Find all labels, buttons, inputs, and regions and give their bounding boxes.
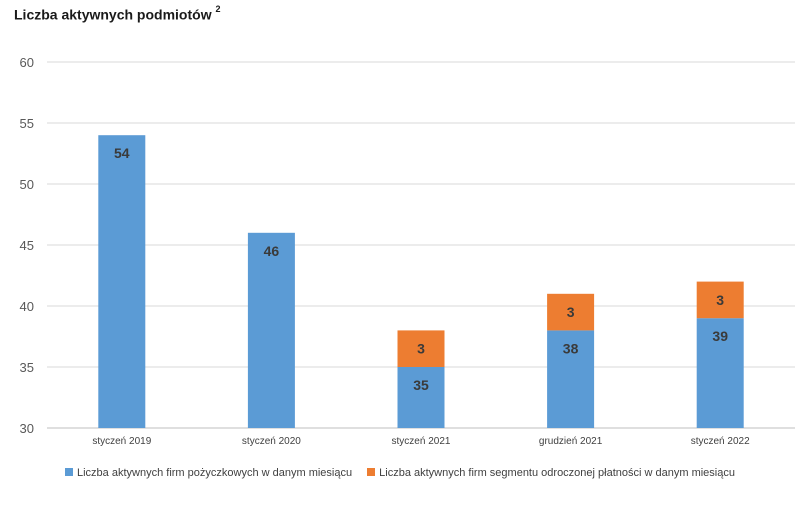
y-tick-label: 30 bbox=[20, 421, 34, 436]
data-label-series2: 3 bbox=[567, 304, 575, 320]
y-tick-label: 45 bbox=[20, 238, 34, 253]
legend-swatch-series1 bbox=[65, 468, 73, 476]
bar-series2 bbox=[397, 330, 445, 367]
data-label-series1: 35 bbox=[413, 377, 429, 393]
y-tick-label: 50 bbox=[20, 177, 34, 192]
y-tick-label: 35 bbox=[20, 360, 34, 375]
bar-series1 bbox=[397, 367, 445, 428]
data-label-series1: 39 bbox=[712, 328, 728, 344]
chart-title-text: Liczba aktywnych podmiotów bbox=[14, 6, 212, 23]
legend-label-series1: Liczba aktywnych firm pożyczkowych w dan… bbox=[77, 467, 353, 479]
legend-swatch-series2 bbox=[367, 468, 376, 476]
bar-series2 bbox=[696, 281, 744, 319]
x-category-label: grudzień 2021 bbox=[539, 436, 603, 447]
chart-plot: 30 35 40 45 50 55 60 54 styczeń 2019 46 styczeń 20… bbox=[20, 55, 795, 447]
y-tick-label: 60 bbox=[20, 55, 34, 70]
chart-legend: Liczba aktywnych firm pożyczkowych w dan… bbox=[0, 467, 800, 479]
y-tick-label: 55 bbox=[20, 116, 34, 131]
bar-series1 bbox=[247, 232, 295, 428]
legend-label-series2: Liczba aktywnych firm segmentu odroczone… bbox=[379, 467, 735, 479]
bar-series1 bbox=[547, 330, 595, 428]
legend-item-series2: Liczba aktywnych firm segmentu odroczone… bbox=[367, 467, 735, 479]
data-label-series2: 3 bbox=[716, 292, 724, 308]
data-label-series2: 3 bbox=[417, 341, 425, 357]
data-label-series1: 54 bbox=[114, 145, 130, 161]
data-label-series1: 46 bbox=[264, 243, 280, 259]
x-category-label: styczeń 2019 bbox=[92, 436, 151, 447]
chart-title-footnote: 2 bbox=[215, 4, 221, 14]
chart-title: Liczba aktywnych podmiotów 2 bbox=[14, 4, 221, 23]
bar-series2 bbox=[547, 293, 595, 331]
data-label-series1: 38 bbox=[563, 340, 579, 356]
bar-series1 bbox=[98, 135, 146, 428]
x-category-label: styczeń 2022 bbox=[691, 436, 750, 447]
bar-series1 bbox=[696, 318, 744, 428]
x-category-label: styczeń 2021 bbox=[392, 436, 451, 447]
y-tick-label: 40 bbox=[20, 299, 34, 314]
x-category-label: styczeń 2020 bbox=[242, 436, 301, 447]
legend-item-series1: Liczba aktywnych firm pożyczkowych w dan… bbox=[65, 467, 352, 479]
